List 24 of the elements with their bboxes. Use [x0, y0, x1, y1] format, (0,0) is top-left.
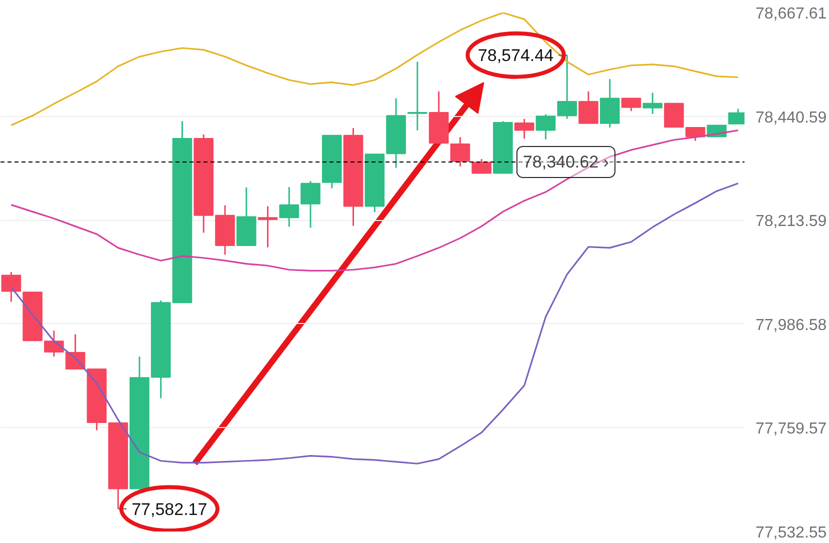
candlestick	[279, 186, 300, 228]
candlestick	[514, 118, 534, 140]
y-tick-label: 78,213.59	[756, 213, 827, 230]
annotation: 77,582.17	[132, 500, 208, 519]
candlestick	[536, 114, 556, 140]
candlestick	[450, 136, 470, 168]
y-tick-label: 78,440.59	[756, 109, 827, 126]
y-tick-label: 77,986.58	[756, 316, 827, 334]
candlestick	[258, 205, 278, 248]
y-tick-label: 77,759.57	[756, 420, 827, 438]
candlestick	[472, 158, 492, 174]
y-tick-label: 77,532.55	[756, 524, 827, 542]
candlestick	[685, 126, 706, 142]
y-tick-label: 78,667.61	[756, 6, 827, 22]
candlestick	[664, 102, 684, 128]
candlestick	[578, 90, 598, 124]
line-series	[10, 12, 739, 126]
candlestick	[642, 92, 662, 115]
candlestick	[407, 60, 428, 132]
annotation: 78,574.44	[478, 46, 554, 66]
candlestick	[1, 271, 22, 303]
candlestick	[300, 180, 320, 228]
candlestick	[621, 98, 642, 112]
candlestick	[44, 330, 64, 358]
